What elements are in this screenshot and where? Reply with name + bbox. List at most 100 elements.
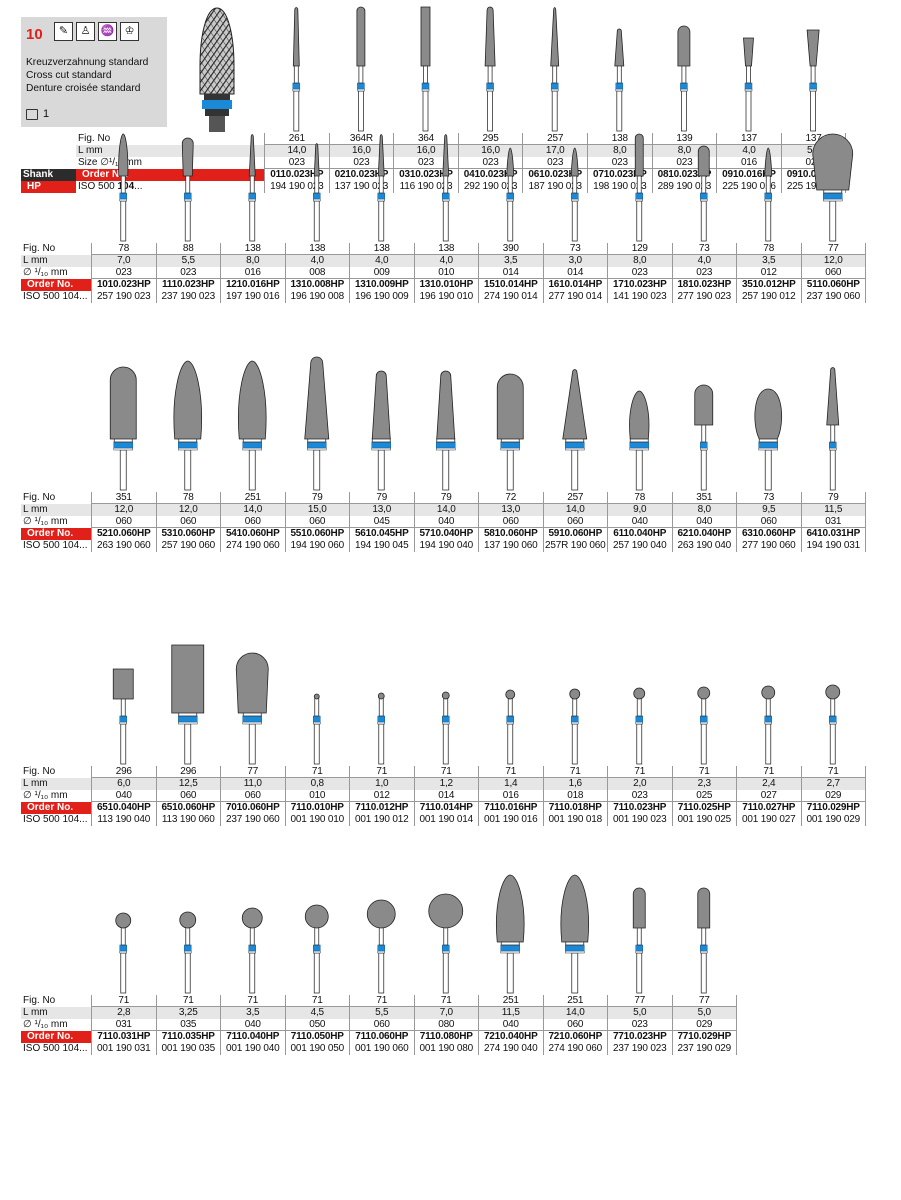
package-icon (26, 108, 38, 120)
length-value: 4,0 (414, 255, 478, 267)
length-value: 2,7 (801, 778, 865, 790)
product-column: 73 9,5 060 6310.060HP 277 190 060 (736, 492, 801, 552)
size-value: 060 (801, 267, 865, 279)
row-label-iso: ISO 500 104... (23, 1043, 88, 1054)
iso-number: 113 190 040 (97, 814, 151, 825)
product-column: 78 12,0 060 5310.060HP 257 190 060 (155, 492, 220, 552)
order-number: 1810.023HP (672, 279, 736, 291)
product-column: 78 7,0 023 1010.023HP 257 190 023 (91, 243, 156, 303)
length-value: 5,5 (156, 255, 220, 267)
category-number: 10 (26, 26, 43, 43)
fig-number: 71 (92, 995, 156, 1007)
length-value: 14,0 (221, 504, 285, 516)
order-number: 7110.023HP (608, 802, 672, 814)
bur-illustrations (115, 874, 711, 994)
fig-number: 71 (285, 766, 349, 778)
order-number: 6110.040HP (608, 528, 672, 540)
iso-number: 277 190 060 (742, 540, 796, 551)
size-value: 040 (608, 516, 672, 528)
iso-number: 274 190 060 (548, 1043, 603, 1054)
size-value: 060 (479, 516, 543, 528)
row-label-size: Size ∅¹/₁₀ mm (78, 157, 143, 168)
row-label-fig: Fig. No (78, 133, 111, 144)
size-value: 040 (92, 790, 156, 802)
fig-number: 73 (737, 492, 801, 504)
iso-number: 001 190 016 (484, 814, 538, 825)
size-value: 040 (479, 1019, 543, 1031)
order-number: 1310.009HP (350, 279, 414, 291)
bur-5810.060HP (496, 373, 524, 491)
order-number: 7110.025HP (672, 802, 736, 814)
fig-number: 78 (608, 492, 672, 504)
length-value: 2,4 (737, 778, 801, 790)
row-label-size: ∅ ¹/₁₀ mm (23, 516, 68, 527)
length-value: 8,0 (608, 255, 672, 267)
size-value: 029 (801, 790, 865, 802)
fig-number: 71 (479, 766, 543, 778)
bur-0810.023HP (677, 25, 691, 132)
size-value: 023 (608, 1019, 672, 1031)
bur-7110.029HP (825, 684, 841, 765)
product-column: 72 13,0 060 5810.060HP 137 190 060 (478, 492, 543, 552)
product-column: 71 1,6 018 7110.018HP 001 190 018 (542, 766, 607, 826)
fig-number: 138 (414, 243, 478, 255)
order-number: 5710.040HP (414, 528, 478, 540)
product-column: 295 16,0 023 0410.023HP 292 190 023 (457, 133, 523, 193)
fig-number: 79 (350, 492, 414, 504)
fig-number: 390 (479, 243, 543, 255)
fig-number: 71 (221, 995, 285, 1007)
iso-number: 237 190 060 (806, 291, 861, 302)
pack-count: 1 (43, 108, 50, 120)
iso-number: 225 190 016 (722, 181, 776, 192)
product-column: 79 14,0 040 5710.040HP 194 190 040 (413, 492, 478, 552)
order-number: 5410.060HP (221, 528, 285, 540)
length-value: 16,0 (394, 145, 458, 157)
order-number: 1710.023HP (608, 279, 672, 291)
row-label-size: ∅ ¹/₁₀ mm (23, 1019, 68, 1030)
product-column: 390 3,5 014 1510.014HP 274 190 014 (478, 243, 543, 303)
size-value: 023 (156, 267, 220, 279)
bur-0110.023HP (292, 7, 301, 132)
size-value: 023 (265, 157, 329, 169)
product-column: 71 5,5 060 7110.060HP 001 190 060 (349, 995, 414, 1055)
bur-1310.008HP (313, 143, 321, 242)
bur-7210.060HP (560, 874, 589, 994)
fig-number: 296 (92, 766, 156, 778)
bur-7010.060HP (235, 652, 269, 765)
size-value: 010 (414, 267, 478, 279)
fig-number: 79 (285, 492, 349, 504)
size-value: 060 (737, 516, 801, 528)
product-column: 88 5,5 023 1110.023HP 237 190 023 (155, 243, 220, 303)
iso-number: 001 190 010 (290, 814, 345, 825)
iso-number: 237 190 023 (161, 291, 216, 302)
size-value: 023 (394, 157, 458, 169)
length-value: 11,0 (221, 778, 285, 790)
order-number: 7010.060HP (221, 802, 285, 814)
order-number: 7710.023HP (608, 1031, 672, 1043)
iso-number: 001 190 023 (613, 814, 667, 825)
length-value: 12,0 (801, 255, 865, 267)
bur-7110.031HP (115, 912, 132, 994)
order-number: 7710.029HP (672, 1031, 736, 1043)
product-column: 138 4,0 009 1310.009HP 196 190 009 (349, 243, 414, 303)
iso-number: 274 190 040 (484, 1043, 538, 1054)
order-number: 6410.031HP (801, 528, 865, 540)
handpiece-icon: ✎ (54, 22, 73, 41)
product-column: 364 16,0 023 0310.023HP 116 190 023 (393, 133, 458, 193)
length-value: 9,5 (737, 504, 801, 516)
product-bur-image (192, 6, 242, 132)
row-label-size: ∅ ¹/₁₀ mm (23, 267, 68, 278)
fig-number: 296 (156, 766, 220, 778)
length-value: 17,0 (523, 145, 587, 157)
product-column: 71 3,25 035 7110.035HP 001 190 035 (155, 995, 220, 1055)
order-number: 7110.012HP (350, 802, 414, 814)
order-number: 7210.040HP (479, 1031, 543, 1043)
fig-number: 71 (737, 766, 801, 778)
length-value: 5,5 (350, 1007, 414, 1019)
length-value: 4,5 (285, 1007, 349, 1019)
bur-7110.035HP (179, 911, 197, 994)
size-value: 023 (588, 157, 652, 169)
length-value: 11,5 (479, 1007, 543, 1019)
length-value: 14,0 (543, 504, 607, 516)
product-column: 138 8,0 016 1210.016HP 197 190 016 (220, 243, 285, 303)
